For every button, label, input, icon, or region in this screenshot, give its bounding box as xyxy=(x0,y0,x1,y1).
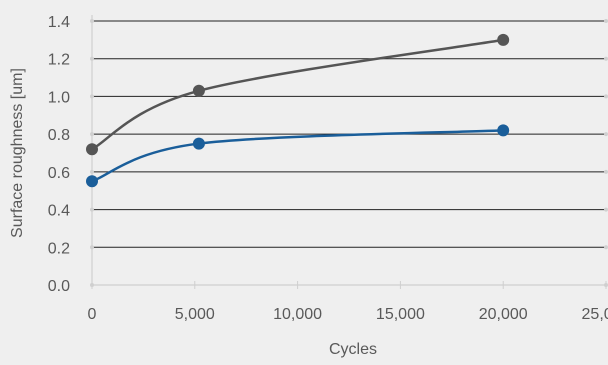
data-point xyxy=(192,84,205,97)
x-tick-label: 25,000 xyxy=(582,306,608,323)
series-1 xyxy=(86,33,510,156)
data-point xyxy=(192,137,205,150)
x-tick-label: 0 xyxy=(88,306,97,323)
data-point xyxy=(497,33,510,46)
y-tick-mark-right xyxy=(604,56,608,61)
y-tick-label: 0.0 xyxy=(48,278,70,295)
y-tick-mark-right xyxy=(604,94,608,99)
series-line xyxy=(91,38,504,151)
y-axis-title: Surface roughness [um] xyxy=(9,68,26,238)
x-tick-label: 10,000 xyxy=(273,306,322,323)
y-tick-mark-right xyxy=(604,132,608,137)
y-tick-label: 0.8 xyxy=(48,127,70,144)
axes xyxy=(90,15,608,289)
y-tick-label: 0.2 xyxy=(48,240,70,257)
x-tick-label: 20,000 xyxy=(479,306,528,323)
y-tick-mark-right xyxy=(604,207,608,212)
y-tick-label: 1.4 xyxy=(48,14,70,31)
series-line xyxy=(91,129,504,183)
data-point xyxy=(497,124,510,137)
y-tick-label: 0.4 xyxy=(48,203,70,220)
x-tick-labels: 0 5,000 10,000 15,000 20,000 25,000 xyxy=(88,306,608,323)
y-tick-label: 1.0 xyxy=(48,89,70,106)
y-tick-labels: 0.0 0.2 0.4 0.6 0.8 1.0 1.2 1.4 xyxy=(48,14,70,295)
data-point xyxy=(86,175,98,188)
y-tick-label: 0.6 xyxy=(48,165,70,182)
series-2 xyxy=(86,124,510,188)
x-axis-title: Cycles xyxy=(329,341,377,358)
x-tick-label: 5,000 xyxy=(175,306,215,323)
y-tick-mark-right xyxy=(604,19,608,23)
y-tick-mark-right xyxy=(604,169,608,174)
y-tick-mark-right xyxy=(604,245,608,250)
data-point xyxy=(86,143,98,156)
series xyxy=(86,33,510,188)
y-tick-label: 1.2 xyxy=(48,52,70,69)
x-tick-label: 15,000 xyxy=(376,306,425,323)
